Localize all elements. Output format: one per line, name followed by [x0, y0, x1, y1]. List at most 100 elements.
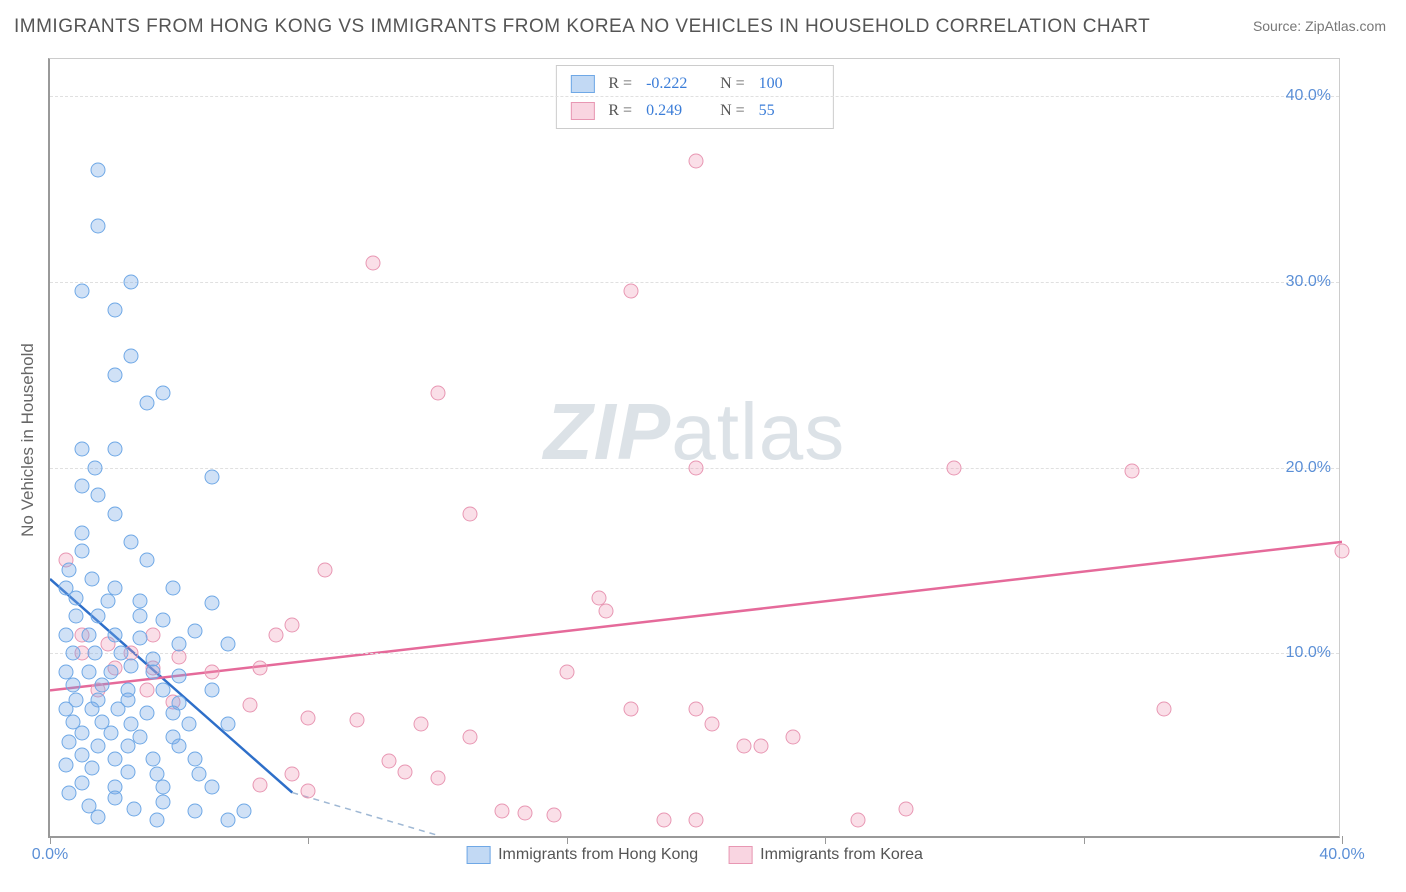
- data-point: [104, 664, 119, 679]
- data-point: [656, 813, 671, 828]
- data-point: [75, 525, 90, 540]
- data-point: [120, 765, 135, 780]
- data-point: [220, 813, 235, 828]
- data-point: [285, 767, 300, 782]
- data-point: [62, 785, 77, 800]
- data-point: [126, 802, 141, 817]
- data-point: [172, 668, 187, 683]
- data-point: [898, 802, 913, 817]
- x-tick: [825, 836, 826, 844]
- data-point: [62, 562, 77, 577]
- data-point: [598, 603, 613, 618]
- data-point: [689, 460, 704, 475]
- data-point: [133, 594, 148, 609]
- data-point: [107, 302, 122, 317]
- data-point: [156, 780, 171, 795]
- data-point: [624, 702, 639, 717]
- x-tick: [1084, 836, 1085, 844]
- data-point: [737, 739, 752, 754]
- data-point: [220, 716, 235, 731]
- data-point: [204, 683, 219, 698]
- data-point: [75, 776, 90, 791]
- gridline: [50, 653, 1339, 654]
- data-point: [75, 284, 90, 299]
- data-point: [133, 729, 148, 744]
- data-point: [65, 677, 80, 692]
- x-tick: [50, 836, 51, 844]
- data-point: [146, 664, 161, 679]
- data-point: [1335, 544, 1350, 559]
- data-point: [546, 807, 561, 822]
- data-point: [75, 544, 90, 559]
- data-point: [165, 581, 180, 596]
- data-point: [107, 507, 122, 522]
- data-point: [75, 726, 90, 741]
- data-point: [785, 729, 800, 744]
- data-point: [104, 726, 119, 741]
- chart-container: IMMIGRANTS FROM HONG KONG VS IMMIGRANTS …: [0, 0, 1406, 892]
- chart-source: Source: ZipAtlas.com: [1253, 18, 1386, 34]
- data-point: [107, 791, 122, 806]
- legend-swatch-pink: [728, 846, 752, 864]
- data-point: [204, 664, 219, 679]
- data-point: [139, 683, 154, 698]
- data-point: [517, 806, 532, 821]
- data-point: [91, 163, 106, 178]
- series-legend: Immigrants from Hong Kong Immigrants fro…: [466, 846, 923, 864]
- data-point: [107, 627, 122, 642]
- data-point: [414, 716, 429, 731]
- legend-item: Immigrants from Hong Kong: [466, 846, 698, 864]
- y-axis-label: No Vehicles in Household: [18, 343, 38, 537]
- legend-item: Immigrants from Korea: [728, 846, 923, 864]
- data-point: [204, 596, 219, 611]
- data-point: [204, 780, 219, 795]
- data-point: [139, 395, 154, 410]
- x-tick: [567, 836, 568, 844]
- data-point: [123, 349, 138, 364]
- data-point: [107, 367, 122, 382]
- data-point: [84, 702, 99, 717]
- data-point: [123, 274, 138, 289]
- data-point: [139, 705, 154, 720]
- data-point: [220, 637, 235, 652]
- data-point: [252, 778, 267, 793]
- data-point: [172, 739, 187, 754]
- data-point: [188, 624, 203, 639]
- data-point: [349, 713, 364, 728]
- x-tick-label: 40.0%: [1319, 846, 1364, 864]
- data-point: [146, 627, 161, 642]
- data-point: [146, 752, 161, 767]
- data-point: [1125, 464, 1140, 479]
- data-point: [75, 442, 90, 457]
- gridline: [50, 282, 1339, 283]
- data-point: [75, 748, 90, 763]
- data-point: [88, 460, 103, 475]
- data-point: [430, 770, 445, 785]
- chart-title: IMMIGRANTS FROM HONG KONG VS IMMIGRANTS …: [14, 16, 1150, 38]
- y-tick-label: 40.0%: [1286, 87, 1331, 105]
- data-point: [156, 386, 171, 401]
- data-point: [59, 757, 74, 772]
- data-point: [110, 702, 125, 717]
- data-point: [382, 754, 397, 769]
- data-point: [188, 752, 203, 767]
- y-tick-label: 20.0%: [1286, 459, 1331, 477]
- data-point: [398, 765, 413, 780]
- data-point: [114, 646, 129, 661]
- data-point: [91, 488, 106, 503]
- data-point: [81, 627, 96, 642]
- data-point: [689, 702, 704, 717]
- data-point: [149, 813, 164, 828]
- data-point: [156, 683, 171, 698]
- data-point: [62, 735, 77, 750]
- data-point: [705, 716, 720, 731]
- data-point: [75, 479, 90, 494]
- data-point: [495, 804, 510, 819]
- y-tick-label: 10.0%: [1286, 644, 1331, 662]
- data-point: [181, 716, 196, 731]
- data-point: [689, 813, 704, 828]
- data-point: [301, 783, 316, 798]
- data-point: [84, 572, 99, 587]
- data-point: [133, 609, 148, 624]
- data-point: [947, 460, 962, 475]
